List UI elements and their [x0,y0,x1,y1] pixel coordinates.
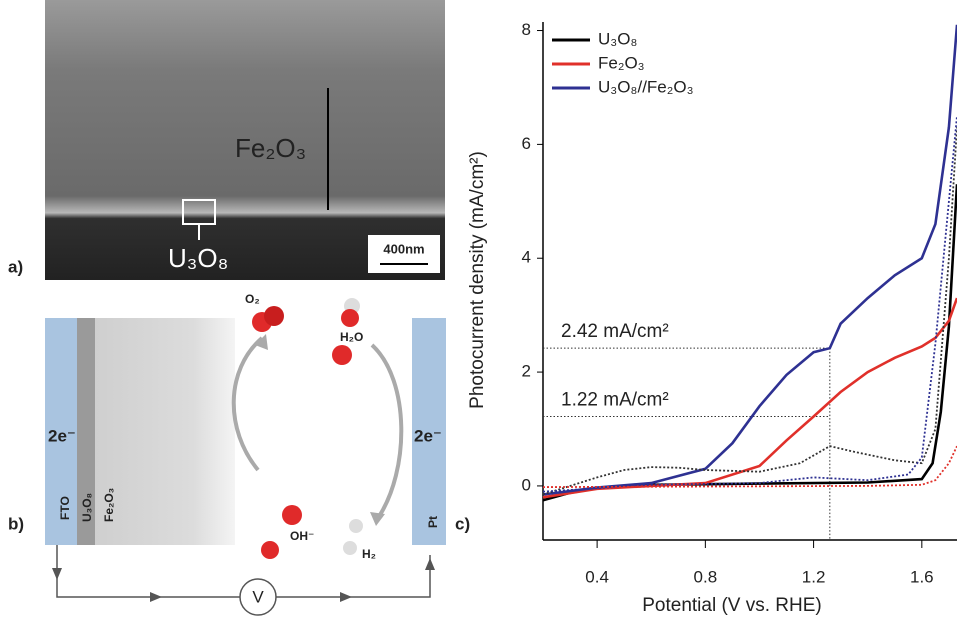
molecule [332,345,352,365]
legend-label: U₃O₈ [598,29,637,48]
molecule [261,541,279,559]
molecule [282,505,302,525]
photocurrent-line [543,184,957,500]
u3o8-label: U₃O₈ [168,243,228,273]
y-tick-label: 6 [522,134,531,153]
electrons-right: 2e⁻ [414,426,442,445]
fe2o3-label: Fe₂O₃ [235,133,306,163]
panel-label: a) [8,257,23,276]
y-axis-label: Photocurrent density (mA/cm²) [467,151,488,409]
fe2o3-text: Fe₂O₃ [102,488,116,522]
dark-current-line [543,116,957,492]
molecule [349,519,363,533]
electrons-left: 2e⁻ [48,426,76,445]
voltmeter-label: V [252,587,264,606]
o2-label: O₂ [245,292,260,306]
x-tick-label: 1.6 [910,567,934,586]
arrow-oxidation [234,338,262,470]
legend-label: U₃O₈//Fe₂O₃ [598,77,694,96]
x-tick-label: 1.2 [802,567,826,586]
panel-label: c) [455,514,470,533]
panel-label: b) [8,514,24,533]
arrowhead [370,512,385,526]
h2o-label: H₂O [340,330,363,344]
y-tick-label: 8 [522,20,531,39]
y-tick-label: 2 [522,362,531,381]
annotation: 2.42 mA/cm² [561,321,669,342]
panel-b: 2e⁻ 2e⁻ FTO U₃O₈ Fe₂O₃ Pt O₂ H₂O OH⁻ H₂ … [8,292,446,615]
y-tick-label: 0 [522,475,531,494]
dark-current-line [543,127,957,494]
panel-a: Fe₂O₃ U₃O₈ 400nm a) [8,0,445,280]
molecule [341,309,359,327]
figure: Fe₂O₃ U₃O₈ 400nm a) 2e⁻ 2e⁻ FTO U₃O₈ Fe₂… [0,0,957,620]
x-axis-label: Potential (V vs. RHE) [642,595,822,616]
arrow-reduction [372,345,401,518]
y-tick-label: 4 [522,248,531,267]
molecule [264,306,284,326]
scale-text: 400nm [383,241,424,256]
oh-label: OH⁻ [290,529,314,543]
u3o8-text: U₃O₈ [80,493,94,522]
chart: c) Potential (V vs. RHE) Photocurrent de… [455,20,957,616]
legend-label: Fe₂O₃ [598,53,645,72]
h2-label: H₂ [362,547,376,561]
molecule [343,541,357,555]
x-tick-label: 0.8 [694,567,718,586]
fto-label: FTO [58,496,72,520]
pt-label: Pt [426,516,440,528]
x-tick-label: 0.4 [585,567,609,586]
annotation: 1.22 mA/cm² [561,389,669,410]
